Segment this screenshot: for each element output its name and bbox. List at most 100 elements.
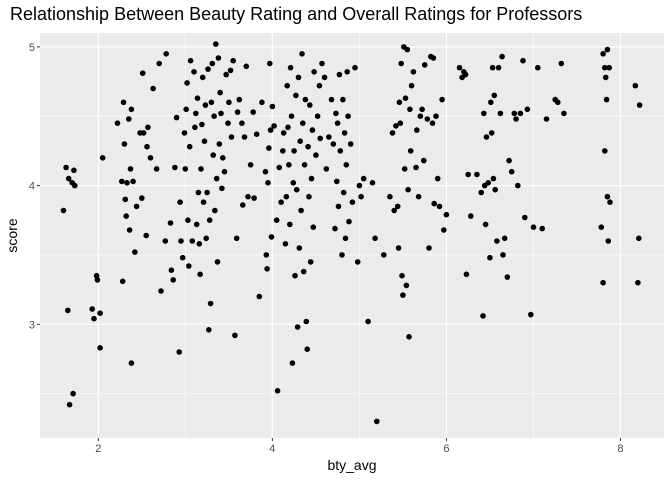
- data-point: [506, 157, 512, 164]
- data-point: [63, 164, 69, 171]
- data-point: [389, 130, 396, 136]
- data-point: [307, 102, 313, 108]
- data-point: [535, 64, 541, 71]
- data-point: [119, 278, 126, 285]
- data-point: [191, 69, 197, 75]
- data-point: [539, 225, 545, 232]
- data-point: [65, 175, 72, 182]
- data-point: [289, 360, 296, 366]
- data-point: [200, 199, 207, 205]
- data-point: [443, 211, 450, 218]
- data-point: [307, 259, 314, 265]
- data-point: [150, 85, 156, 92]
- data-point: [196, 241, 203, 247]
- data-point: [402, 95, 409, 101]
- data-point: [97, 310, 103, 317]
- data-point: [352, 64, 358, 71]
- data-point: [240, 202, 246, 208]
- data-point: [218, 110, 224, 117]
- data-point: [602, 148, 608, 154]
- data-point: [274, 388, 281, 394]
- data-point: [463, 271, 470, 278]
- data-point: [341, 130, 348, 136]
- data-point: [178, 238, 184, 244]
- data-point: [130, 178, 136, 185]
- data-point: [285, 124, 291, 131]
- data-point: [441, 227, 447, 233]
- data-point: [263, 252, 270, 258]
- data-point: [356, 182, 363, 189]
- data-point: [91, 315, 97, 322]
- data-point: [313, 152, 319, 158]
- data-point: [122, 196, 129, 203]
- data-point: [413, 164, 419, 171]
- data-point: [632, 82, 639, 89]
- data-point: [395, 245, 402, 251]
- data-point: [162, 238, 169, 244]
- data-point: [300, 268, 307, 275]
- data-point: [319, 60, 325, 67]
- data-point: [387, 193, 393, 200]
- data-point: [398, 60, 405, 67]
- data-point: [299, 51, 305, 57]
- x-tick-label: 4: [269, 443, 275, 455]
- data-point: [530, 224, 537, 230]
- data-point: [403, 282, 410, 289]
- data-point: [336, 71, 343, 78]
- data-point: [287, 221, 293, 228]
- data-point: [302, 96, 309, 103]
- data-point: [321, 74, 328, 81]
- data-point: [262, 168, 269, 175]
- data-point: [206, 327, 212, 333]
- data-point: [189, 238, 196, 244]
- data-point: [381, 252, 387, 258]
- data-point: [482, 221, 489, 228]
- data-point: [504, 274, 511, 280]
- data-point: [173, 114, 180, 121]
- data-point: [602, 64, 608, 71]
- data-point: [123, 213, 129, 219]
- data-point: [243, 63, 250, 70]
- data-point: [128, 106, 135, 113]
- data-point: [490, 175, 497, 182]
- data-point: [259, 99, 265, 106]
- data-point: [195, 189, 202, 196]
- data-point: [89, 306, 95, 312]
- data-point: [605, 238, 612, 244]
- y-tick-label: 3: [29, 319, 35, 331]
- data-point: [487, 254, 493, 261]
- data-point: [508, 168, 515, 175]
- data-point: [139, 70, 146, 76]
- data-point: [179, 254, 186, 261]
- data-point: [227, 67, 234, 74]
- data-point: [288, 113, 295, 119]
- data-point: [407, 106, 413, 113]
- data-point: [604, 193, 611, 200]
- data-point: [332, 225, 338, 232]
- x-tick-label: 8: [617, 443, 623, 455]
- data-point: [520, 57, 526, 64]
- data-point: [226, 99, 232, 106]
- data-point: [317, 135, 324, 142]
- data-point: [481, 110, 487, 117]
- data-point: [176, 349, 182, 355]
- data-point: [167, 220, 174, 226]
- data-point: [271, 123, 277, 129]
- y-tick-label: 5: [29, 42, 35, 54]
- data-point: [330, 141, 337, 147]
- data-point: [132, 249, 138, 255]
- data-point: [598, 224, 605, 230]
- data-point: [247, 162, 254, 168]
- data-point: [344, 69, 351, 75]
- data-point: [72, 182, 78, 189]
- data-point: [282, 241, 289, 247]
- data-point: [349, 199, 356, 205]
- data-point: [636, 102, 643, 108]
- data-point: [99, 155, 106, 161]
- data-point: [294, 324, 301, 330]
- data-point: [184, 80, 190, 86]
- data-point: [300, 120, 306, 126]
- data-point: [186, 263, 192, 269]
- data-point: [399, 272, 405, 279]
